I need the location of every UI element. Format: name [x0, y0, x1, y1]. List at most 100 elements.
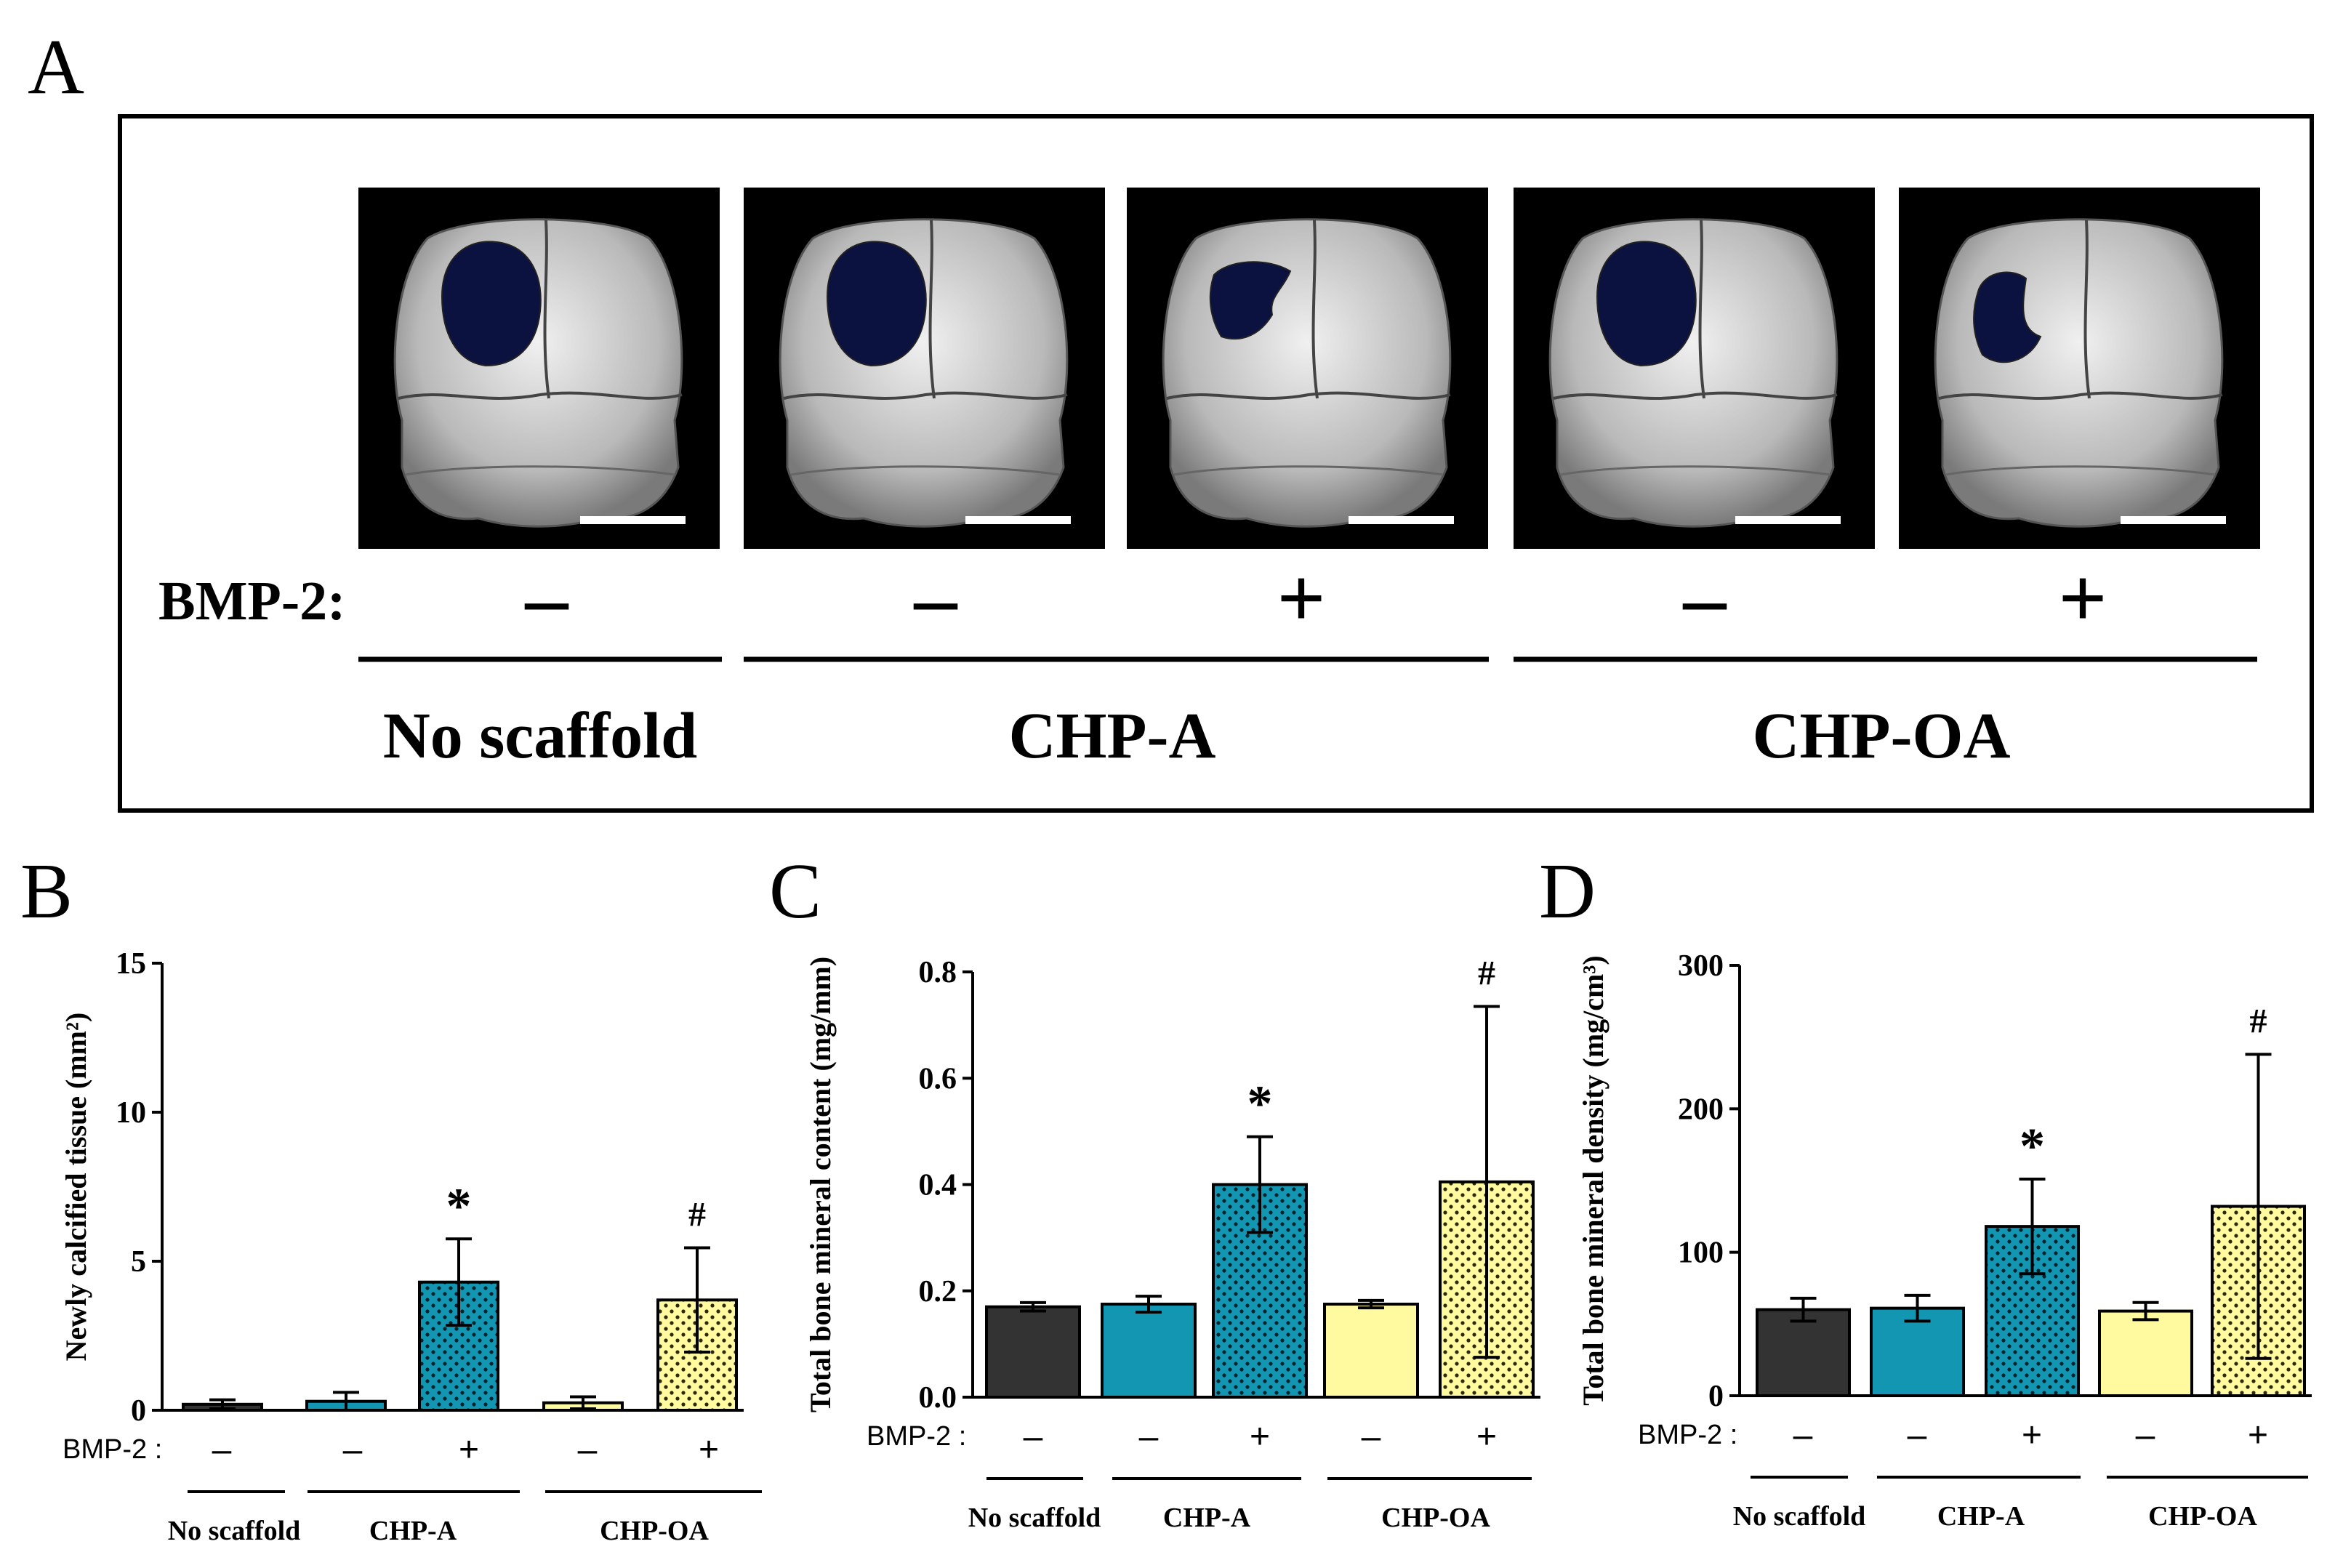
y-tick-label: 0.0	[919, 1381, 957, 1415]
group-label-a-2: CHP-OA	[1753, 700, 2011, 772]
group-label-a-1: CHP-A	[1009, 700, 1216, 772]
y-tick-label: 0	[131, 1394, 146, 1428]
panel-letter-b: B	[20, 848, 73, 935]
y-tick-label: 0.4	[919, 1169, 957, 1202]
skull-image-4	[1899, 188, 2260, 549]
chart-c: 0.0 0.2 0.4 0.6 0.8 Total bone mineral conten…	[804, 954, 1540, 1533]
bmp-sign-2: +	[2022, 1416, 2042, 1455]
y-tick-label: 15	[116, 947, 146, 981]
skull-bone	[393, 218, 683, 528]
y-tick-label: 5	[131, 1245, 146, 1279]
lower-ridge	[1560, 465, 1830, 476]
calvarial-defect	[1596, 241, 1697, 367]
bar-0	[985, 1305, 1081, 1399]
bmp-sign-a-2: +	[1277, 550, 1325, 646]
calvarial-defect	[441, 241, 542, 367]
coronal-suture	[1166, 391, 1451, 400]
bmp-sign-4: +	[2248, 1416, 2268, 1455]
bmp-sign-3: –	[2136, 1416, 2155, 1455]
sagittal-suture	[1311, 220, 1319, 399]
y-axis-label: Newly calcified tissue (mm²)	[60, 1013, 92, 1362]
significance-mark-2: *	[1247, 1077, 1273, 1133]
calvarial-defect	[826, 241, 927, 367]
group-label-2: CHP-OA	[2148, 1501, 2257, 1532]
lower-ridge	[790, 465, 1061, 476]
calvarial-defect	[1209, 261, 1292, 340]
sagittal-suture	[543, 220, 550, 399]
lower-ridge	[1945, 465, 2216, 476]
bmp-sign-1: –	[1139, 1418, 1159, 1456]
y-tick-label: 300	[1678, 949, 1724, 983]
bmp-sign-a-1: –	[914, 550, 958, 646]
significance-mark-4: #	[2250, 1002, 2267, 1040]
sagittal-suture	[928, 220, 936, 399]
panel-a-frame	[118, 114, 2314, 813]
bmp-sign-a-4: +	[2058, 550, 2107, 646]
bmp-label: BMP-2 :	[867, 1421, 966, 1452]
bar-1	[1101, 1303, 1197, 1399]
y-axis-label: Total bone mineral content (mg/mm)	[804, 957, 837, 1412]
bmp-sign-0: –	[1024, 1418, 1043, 1456]
bmp-sign-0: –	[1793, 1416, 1813, 1455]
scale-bar	[1349, 516, 1454, 524]
bmp-sign-3: –	[1362, 1418, 1381, 1456]
bmp-label: BMP-2 :	[1638, 1420, 1737, 1450]
bmp-sign-1: –	[1908, 1416, 1927, 1455]
significance-mark-2: *	[446, 1178, 472, 1234]
lower-ridge	[1173, 465, 1444, 476]
skull-bone	[1162, 218, 1452, 528]
calvarial-defect	[1973, 271, 2042, 363]
bmp-sign-2: +	[1250, 1418, 1270, 1456]
skull-image-0	[358, 188, 720, 549]
bmp-sign-a-0: –	[525, 550, 569, 646]
skull-image-2	[1127, 188, 1488, 549]
y-axis-label: Total bone mineral density (mg/cm³)	[1577, 955, 1609, 1405]
significance-mark-4: #	[688, 1196, 706, 1234]
bmp-label: BMP-2 :	[63, 1434, 162, 1465]
lower-ridge	[405, 465, 675, 476]
bmp-sign-2: +	[459, 1431, 479, 1469]
chart-b: 0 5 10 15 Newly calcified tissue (mm²) * # BMP-…	[60, 947, 762, 1546]
bmp-sign-4: +	[699, 1431, 719, 1469]
coronal-suture	[1938, 391, 2223, 400]
bmp-label-a: BMP-2:	[158, 571, 345, 632]
significance-mark-2: *	[2020, 1119, 2045, 1175]
skull-bone	[1548, 218, 1838, 528]
panel-a-images	[358, 188, 2260, 549]
skull-image-1	[744, 188, 1105, 549]
skull-bone	[1934, 218, 2224, 528]
panel-letter-c: C	[769, 848, 821, 935]
scale-bar	[965, 516, 1071, 524]
y-tick-label: 0	[1708, 1380, 1724, 1413]
group-label-1: CHP-A	[1163, 1503, 1251, 1533]
bmp-sign-4: +	[1476, 1418, 1497, 1456]
scale-bar	[580, 516, 686, 524]
group-label-0: No scaffold	[968, 1503, 1101, 1533]
chart-d: 0 100 200 300 Total bone mineral density (mg…	[1577, 949, 2312, 1532]
panel-letter-a: A	[28, 24, 84, 110]
sagittal-suture	[2083, 220, 2091, 399]
bmp-sign-0: –	[212, 1431, 232, 1469]
group-label-2: CHP-OA	[600, 1516, 709, 1546]
y-tick-label: 10	[116, 1096, 146, 1130]
sagittal-suture	[1698, 220, 1705, 399]
skull-bone	[779, 218, 1069, 528]
coronal-suture	[398, 391, 683, 400]
coronal-suture	[1553, 391, 1838, 400]
scale-bar	[2121, 516, 2226, 524]
group-label-1: CHP-A	[1937, 1501, 2025, 1532]
group-label-1: CHP-A	[369, 1516, 457, 1546]
bar-3	[2098, 1309, 2193, 1398]
bmp-sign-1: –	[343, 1431, 363, 1469]
bmp-sign-a-3: –	[1683, 550, 1727, 646]
scale-bar	[1735, 516, 1841, 524]
panel-a-bmp-signs: – – + – +	[525, 550, 2107, 646]
coronal-suture	[783, 391, 1068, 400]
y-tick-label: 200	[1678, 1093, 1724, 1126]
y-tick-label: 0.2	[919, 1275, 957, 1308]
y-tick-label: 100	[1678, 1237, 1724, 1270]
group-label-0: No scaffold	[1733, 1501, 1866, 1532]
group-label-a-0: No scaffold	[383, 700, 697, 772]
y-tick-label: 0.6	[919, 1062, 957, 1095]
